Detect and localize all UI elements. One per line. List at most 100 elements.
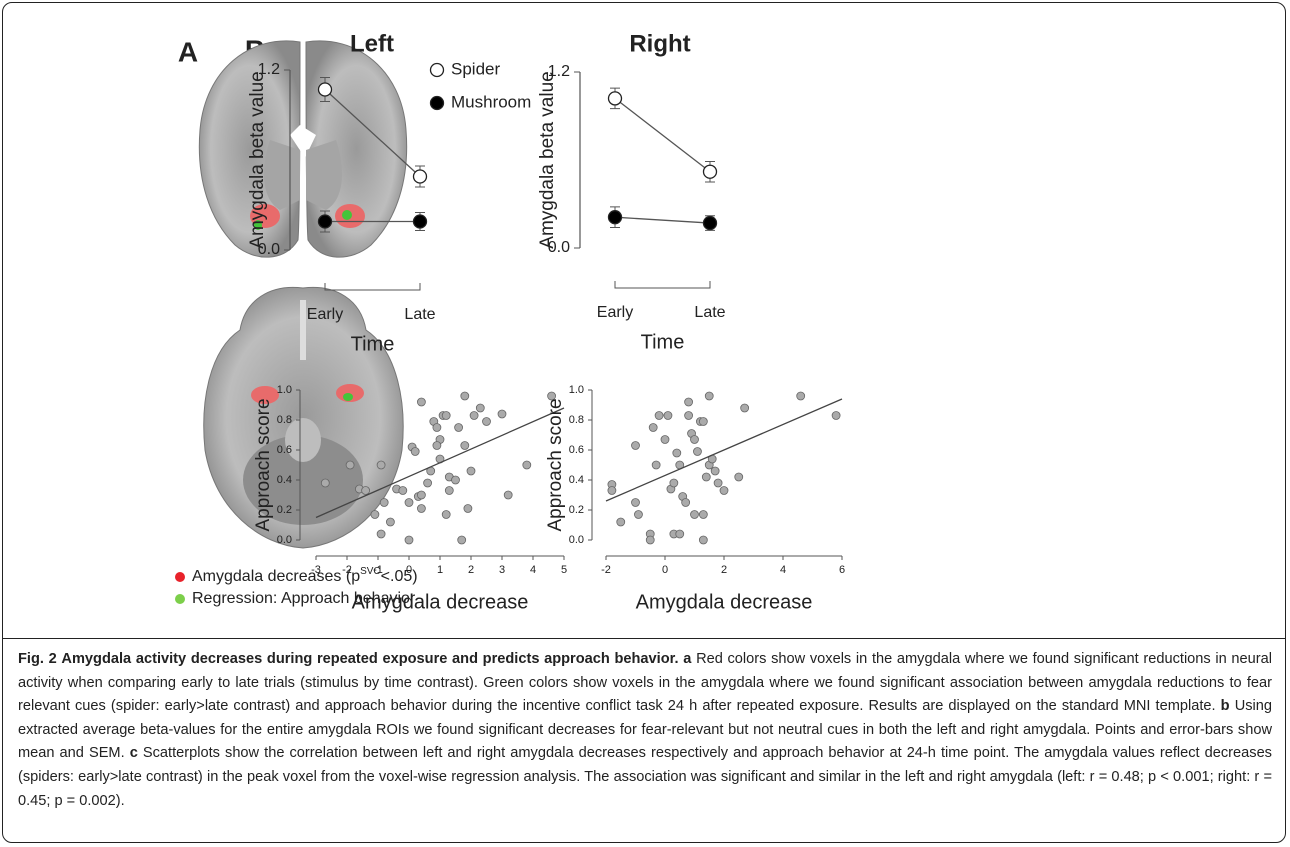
point	[377, 530, 385, 538]
y-tick-label: 0.2	[569, 504, 584, 516]
point	[483, 418, 491, 426]
x-tick-label: Early	[597, 304, 633, 321]
point	[670, 479, 678, 487]
point	[461, 392, 469, 400]
point	[470, 412, 478, 420]
point	[464, 505, 472, 513]
legend-marker	[431, 97, 444, 110]
point	[319, 215, 332, 228]
point	[676, 530, 684, 538]
legend-marker	[431, 64, 444, 77]
point	[498, 410, 506, 418]
x-axis-label: Amygdala decrease	[636, 591, 813, 613]
point	[685, 398, 693, 406]
series-line	[615, 217, 710, 223]
y-tick-label: 0.8	[277, 414, 292, 426]
y-tick-label: 0.6	[569, 444, 584, 456]
x-bracket	[325, 283, 420, 290]
caption-key: c	[130, 745, 138, 761]
x-tick-label: 0	[662, 564, 668, 576]
point	[417, 491, 425, 499]
figure: A B C Amygdala decreases (pSVC<.05)Regre…	[0, 0, 1290, 638]
y-axis-label: Approach score	[545, 398, 566, 531]
y-axis-label: Amygdala beta value	[537, 71, 558, 248]
point	[321, 479, 329, 487]
point	[411, 448, 419, 456]
caption: Fig. 2 Amygdala activity decreases durin…	[18, 648, 1272, 813]
point	[405, 536, 413, 544]
point	[417, 398, 425, 406]
x-bracket	[615, 281, 710, 288]
point	[433, 442, 441, 450]
fit-line	[606, 399, 842, 501]
point	[673, 449, 681, 457]
x-tick-label: 4	[530, 564, 536, 576]
point	[699, 511, 707, 519]
point	[476, 404, 484, 412]
y-tick-label: 0.8	[569, 414, 584, 426]
y-tick-label: 1.0	[569, 384, 584, 396]
y-tick-label: 0.4	[277, 474, 292, 486]
point	[685, 412, 693, 420]
point	[649, 424, 657, 432]
x-tick-label: -1	[373, 564, 383, 576]
point	[380, 499, 388, 507]
point	[362, 487, 370, 495]
legend-dot	[175, 594, 185, 604]
point	[664, 412, 672, 420]
y-axis-label: Amygdala beta value	[247, 71, 268, 248]
y-tick-label: 0.4	[569, 474, 584, 486]
x-tick-label: 4	[780, 564, 786, 576]
x-tick-label: 5	[561, 564, 567, 576]
legend-label: Spider	[451, 59, 500, 78]
chart-title: Left	[350, 30, 394, 57]
x-tick-label: 1	[437, 564, 443, 576]
x-tick-label: 0	[406, 564, 412, 576]
caption-key: b	[1221, 698, 1230, 714]
brain-axial	[204, 287, 403, 548]
point	[691, 511, 699, 519]
point	[433, 424, 441, 432]
point	[699, 536, 707, 544]
series-line	[615, 98, 710, 171]
point	[682, 499, 690, 507]
point	[699, 418, 707, 426]
x-tick-label: -3	[311, 564, 321, 576]
point	[445, 487, 453, 495]
point	[704, 217, 717, 230]
point	[346, 461, 354, 469]
legend-label: Mushroom	[451, 92, 531, 111]
point	[608, 487, 616, 495]
point	[704, 165, 717, 178]
point	[741, 404, 749, 412]
caption-label: Fig. 2	[18, 651, 57, 667]
x-axis-label: Time	[641, 331, 685, 353]
point	[405, 499, 413, 507]
point	[414, 215, 427, 228]
caption-text: Scatterplots show the correlation betwee…	[18, 745, 1272, 808]
y-tick-label: 0.6	[277, 444, 292, 456]
point	[661, 436, 669, 444]
point	[319, 83, 332, 96]
x-tick-label: 2	[721, 564, 727, 576]
point	[417, 505, 425, 513]
point	[714, 479, 722, 487]
point	[504, 491, 512, 499]
caption-key: a	[683, 651, 691, 667]
point	[523, 461, 531, 469]
point	[399, 487, 407, 495]
x-tick-label: Late	[694, 304, 725, 321]
point	[655, 412, 663, 420]
x-tick-label: -2	[601, 564, 611, 576]
point	[371, 511, 379, 519]
point	[702, 473, 710, 481]
y-axis-label: Approach score	[253, 398, 274, 531]
legend-label-part: Amygdala decreases (p	[192, 568, 360, 585]
separator	[2, 638, 1286, 639]
y-tick-label: 1.0	[277, 384, 292, 396]
point	[442, 412, 450, 420]
point	[414, 170, 427, 183]
point	[735, 473, 743, 481]
x-axis-label: Amygdala decrease	[352, 591, 529, 613]
point	[632, 442, 640, 450]
